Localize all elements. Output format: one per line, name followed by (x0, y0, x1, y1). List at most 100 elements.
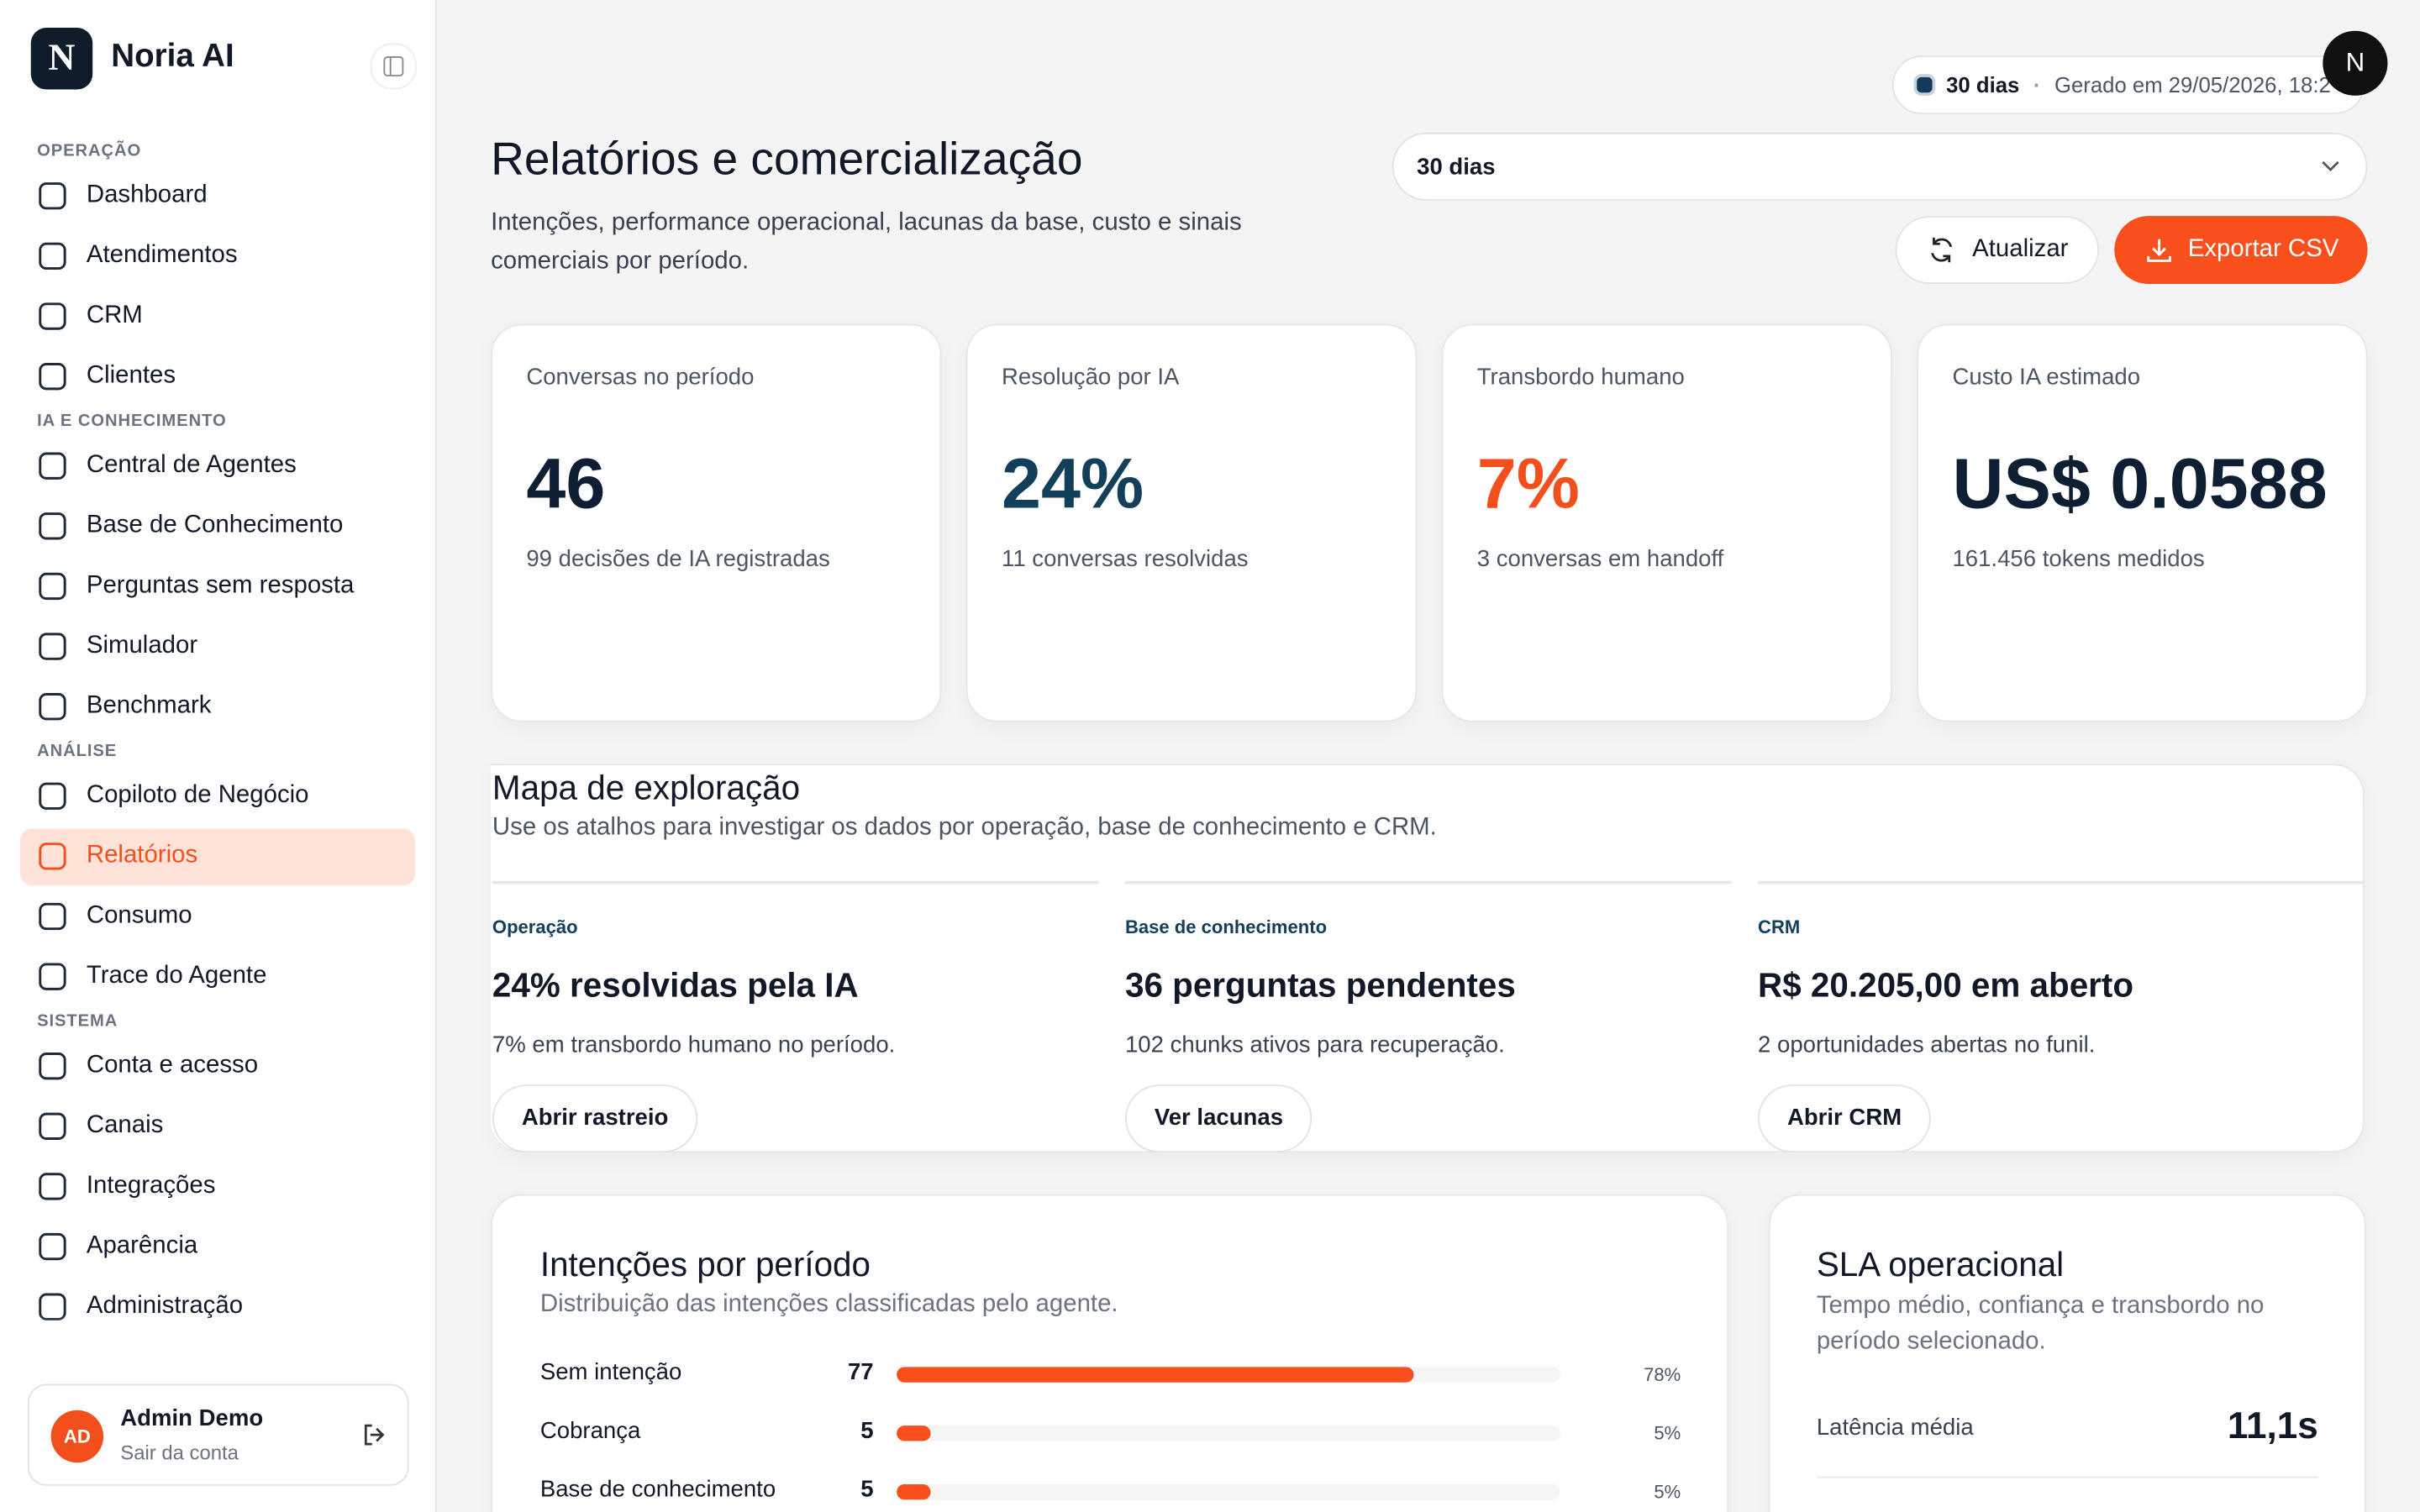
nav-item[interactable]: Consumo (20, 889, 415, 946)
collapse-button[interactable] (370, 43, 417, 90)
intent-share: 5% (1654, 1422, 1681, 1445)
generated-at: Gerado em 29/05/2026, 18:2 (2054, 72, 2331, 97)
nav-item[interactable]: Conta e acesso (20, 1038, 415, 1095)
kpi-value: 46 (526, 443, 606, 523)
refresh-button[interactable]: Atualizar (1895, 216, 2099, 284)
user-action[interactable]: Sair da conta (120, 1441, 239, 1465)
intent-share: 78% (1644, 1363, 1681, 1386)
column-headline: R$ 20.205,00 em aberto (1758, 965, 2134, 1005)
column-note: 102 chunks ativos para recuperação. (1124, 1032, 1505, 1059)
status-period: 30 dias (1946, 72, 2020, 97)
download-icon (2146, 239, 2171, 262)
nav-icon (39, 782, 66, 810)
nav-item-active[interactable]: Relatórios (19, 828, 416, 886)
nav-item[interactable]: Atendimentos (20, 228, 415, 286)
nav-icon (39, 302, 66, 330)
kpi-note: 11 conversas resolvidas (1002, 546, 1249, 573)
refresh-icon (1931, 237, 1952, 263)
nav-item[interactable]: Dashboard (20, 168, 415, 225)
nav-icon (39, 1112, 66, 1140)
nav-item[interactable]: Central de Agentes (20, 438, 415, 496)
intent-track (897, 1425, 1560, 1441)
page-subtitle: Intenções, performance operacional, lacu… (491, 209, 1242, 275)
nav-fade (0, 1314, 435, 1362)
exploration-subtitle: Use os atalhos para investigar os dados … (492, 814, 1437, 842)
period-select[interactable]: 30 dias (1392, 132, 2368, 201)
intents-title: Intenções por período (539, 1245, 871, 1284)
user-name: Admin Demo (120, 1405, 264, 1432)
sla-value: 11,1s (2227, 1405, 2318, 1447)
intent-bar (897, 1483, 930, 1500)
column-divider (1758, 880, 2365, 885)
kpi-label: Transbordo humano (1476, 364, 1685, 391)
nav-label: Conta e acesso (86, 1052, 259, 1079)
user-card[interactable]: AD Admin Demo Sair da conta (28, 1383, 409, 1486)
intent-count: 5 (860, 1417, 874, 1445)
brand: Noria AI (111, 38, 234, 75)
nav-item[interactable]: Base de Conhecimento (20, 498, 415, 555)
sla-label: Latência média (1816, 1415, 1974, 1441)
collapse-icon (383, 56, 404, 76)
nav-label: Clientes (86, 362, 176, 389)
refresh-label: Atualizar (1972, 236, 2069, 263)
nav-icon (39, 633, 66, 660)
nav-label: Perguntas sem resposta (86, 572, 355, 599)
intent-name: Sem intenção (539, 1359, 682, 1386)
nav-section-label: IA E CONHECIMENTO (37, 412, 227, 431)
nav-icon (39, 512, 66, 540)
sla-card: SLA operacional Tempo médio, confiança e… (1768, 1194, 2366, 1512)
kpi-value: 24% (1002, 443, 1144, 523)
nav-item[interactable]: Clientes (20, 349, 415, 406)
nav-icon (39, 843, 66, 870)
nav-item[interactable]: Integrações (20, 1158, 415, 1215)
nav-item[interactable]: Perguntas sem resposta (20, 559, 415, 616)
column-button[interactable]: Abrir rastreio (492, 1084, 698, 1153)
nav-label: Atendimentos (86, 242, 238, 269)
exploration-card: Mapa de exploração Use os atalhos para i… (491, 764, 2365, 1153)
intent-name: Base de conhecimento (539, 1476, 776, 1503)
intent-bar (897, 1425, 930, 1441)
nav-icon (39, 1232, 66, 1261)
nav-icon (39, 1053, 66, 1080)
nav-label: Copiloto de Negócio (86, 782, 309, 809)
nav-item[interactable]: Simulador (20, 619, 415, 676)
nav-item[interactable]: Copiloto de Negócio (20, 769, 415, 826)
nav-label: Integrações (86, 1172, 216, 1200)
nav-icon (39, 572, 66, 601)
export-button[interactable]: Exportar CSV (2114, 216, 2368, 284)
nav-item[interactable]: Benchmark (20, 679, 415, 736)
logout-icon[interactable] (361, 1421, 389, 1449)
nav-label: Simulador (86, 633, 198, 659)
nav-icon (39, 363, 66, 391)
page-title: Relatórios e comercialização (491, 134, 1083, 186)
column-button[interactable]: Abrir CRM (1758, 1084, 1932, 1153)
nav-label: Benchmark (86, 692, 212, 719)
kpi-label: Resolução por IA (1002, 364, 1180, 391)
nav-label: Aparência (86, 1232, 198, 1259)
user-avatar: AD (50, 1410, 104, 1463)
sla-subtitle: Tempo médio, confiança e transbordo no p… (1816, 1293, 2265, 1355)
kpi-note: 161.456 tokens medidos (1952, 546, 2205, 573)
nav-label: Canais (86, 1112, 164, 1139)
sidebar: N Noria AI OPERAÇÃO Dashboard Atendimentos… (0, 0, 437, 1512)
kpi-label: Custo IA estimado (1952, 364, 2141, 391)
nav-label: Trace do Agente (86, 963, 267, 990)
kpi-card: Conversas no período 46 99 decisões de IA … (491, 323, 942, 722)
nav-item[interactable]: Trace do Agente (20, 949, 415, 1006)
nav-item[interactable]: CRM (20, 288, 415, 345)
kpi-card: Custo IA estimado US$ 0.0588 161.456 token… (1917, 323, 2368, 722)
nav-icon (39, 963, 66, 990)
nav-icon (39, 182, 66, 210)
intent-share: 5% (1654, 1481, 1681, 1503)
chevron (2322, 160, 2339, 171)
status-pill: 30 dias · Gerado em 29/05/2026, 18:2 (1891, 55, 2365, 114)
kpi-value: US$ 0.0588 (1952, 443, 2328, 523)
nav-item[interactable]: Canais (20, 1099, 415, 1156)
nav-item[interactable]: Aparência (20, 1219, 415, 1276)
column-button[interactable]: Ver lacunas (1124, 1084, 1313, 1153)
nav: OPERAÇÃO Dashboard Atendimentos CRM Clientes… (0, 0, 435, 1361)
intent-track (897, 1483, 1560, 1500)
profile-avatar[interactable]: N (2323, 30, 2388, 96)
intents-subtitle: Distribuição das intenções classificadas… (539, 1291, 1118, 1318)
